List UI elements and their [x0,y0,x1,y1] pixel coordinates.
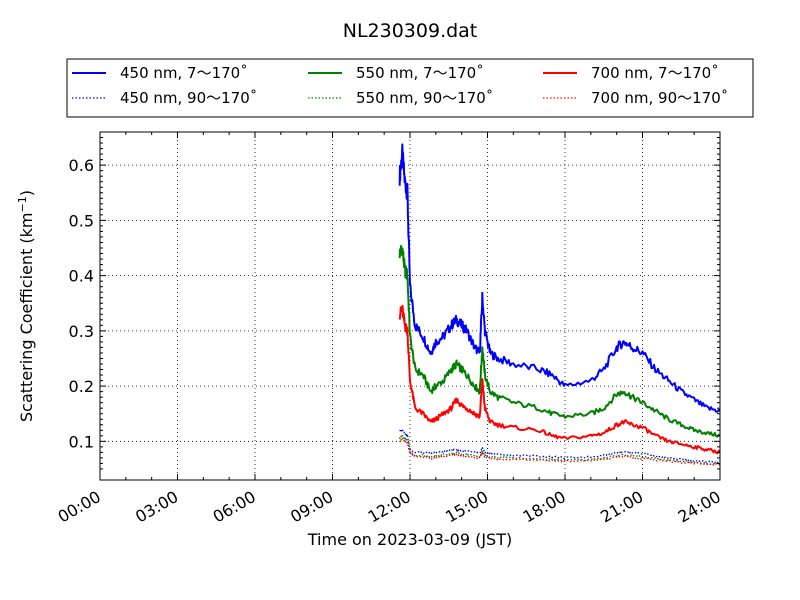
x-tick-label: 12:00 [365,487,414,527]
y-axis-label-sup: −1 [16,196,29,212]
x-tick-label: 03:00 [132,487,181,527]
legend-label-4: 550 nm, 90～170˚ [356,89,493,107]
legend-label-1: 550 nm, 7～170˚ [356,64,484,82]
legend: 450 nm, 7～170˚ 550 nm, 7～170˚ 700 nm, 7～17… [72,64,728,107]
legend-label-3: 450 nm, 90～170˚ [120,89,257,107]
series-line-0 [398,143,721,413]
grid [100,132,720,480]
series-layer [398,143,721,466]
chart-title: NL230309.dat [343,20,478,42]
legend-label-0: 450 nm, 7～170˚ [120,64,248,82]
series-line-3 [399,428,721,464]
axis-ticks: 00:00 03:00 06:00 09:00 12:00 15:00 18:00 21:00… [55,132,724,527]
x-tick-label: 06:00 [210,487,259,527]
legend-label-2: 700 nm, 7～170˚ [591,64,719,82]
series-line-2 [398,304,721,455]
x-tick-label: 21:00 [597,487,646,527]
y-tick-label: 0.3 [69,322,94,341]
series-line-5 [399,437,721,466]
x-tick-label: 15:00 [442,487,491,527]
y-axis-label-main: Scattering Coefficient (km [17,212,36,422]
y-tick-label: 0.1 [69,432,94,451]
x-tick-label: 24:00 [675,487,724,527]
y-axis-label: Scattering Coefficient (km−1) [16,190,36,422]
series-line-1 [398,245,721,438]
series-line-4 [399,435,721,465]
y-tick-label: 0.2 [69,377,94,396]
y-tick-label: 0.4 [69,267,94,286]
x-tick-label: 18:00 [520,487,569,527]
y-axis-label-close: ) [17,190,36,196]
legend-box [66,58,754,118]
y-tick-label: 0.6 [69,156,94,175]
x-tick-label: 09:00 [287,487,336,527]
legend-label-5: 700 nm, 90～170˚ [591,89,728,107]
y-tick-label: 0.5 [69,211,94,230]
x-axis-label: Time on 2023-03-09 (JST) [307,530,512,549]
x-tick-label: 00:00 [55,487,104,527]
